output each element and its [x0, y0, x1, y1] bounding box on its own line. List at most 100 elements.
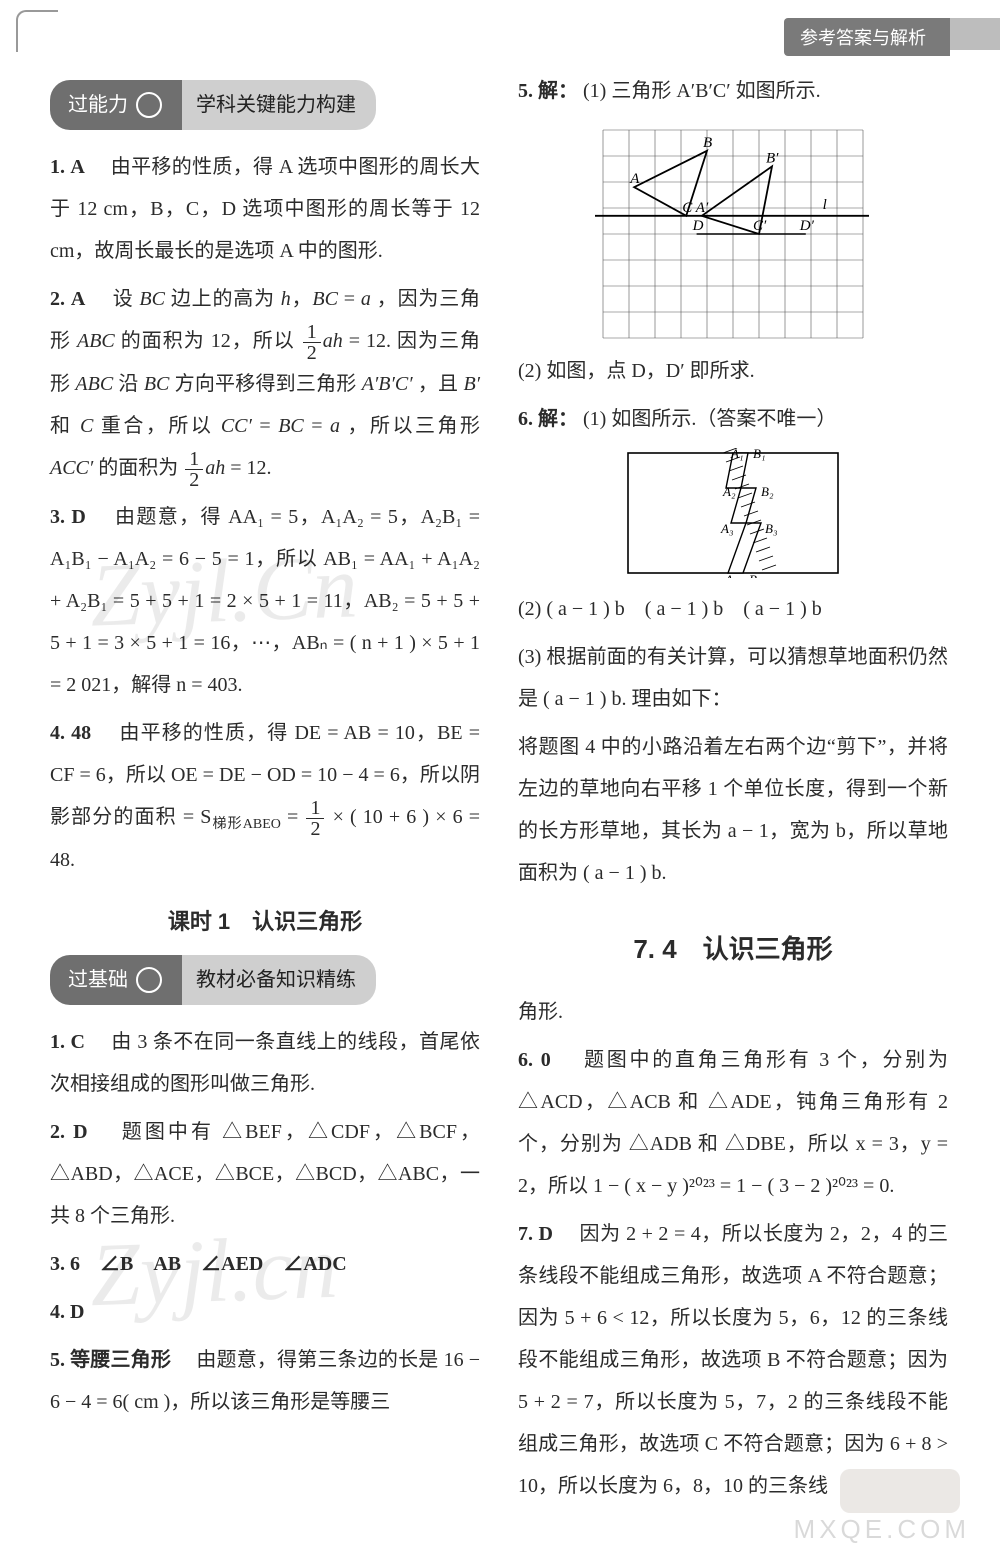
- b3-num: 3.: [50, 1253, 65, 1275]
- r-tail: 角形.: [518, 991, 948, 1033]
- q4-sub: 梯形ABEO: [211, 817, 281, 832]
- b2-num: 2.: [50, 1121, 65, 1143]
- q3-text: 由题意，得 AA₁ = 5，A₁A₂ = 5，A₂B₁ = A₁B₁ − A₁A…: [50, 506, 480, 696]
- q6-lead: 解：: [538, 408, 578, 430]
- footer-badge: [840, 1469, 960, 1513]
- q5: 5. 解： (1) 三角形 A′B′C′ 如图所示.: [518, 70, 948, 112]
- right-column: 5. 解： (1) 三角形 A′B′C′ 如图所示. ABCA′B′C′DD′l…: [518, 70, 948, 1513]
- svg-text:D: D: [692, 218, 704, 234]
- svg-text:B₄: B₄: [749, 572, 762, 578]
- b3-ans: 6 ∠B AB ∠AED ∠ADC: [70, 1253, 347, 1275]
- b5-ans: 等腰三角形: [70, 1349, 171, 1371]
- r6-num: 6.: [518, 1049, 533, 1071]
- footer-watermark: MXQE.COM: [794, 1514, 970, 1545]
- b1-num: 1.: [50, 1031, 65, 1053]
- b2-ans: D: [73, 1121, 87, 1143]
- q2-num: 2.: [50, 288, 65, 310]
- q6-p4: 将题图 4 中的小路沿着左右两个边“剪下”，并将左边的草地向右平移 1 个单位长…: [518, 726, 948, 894]
- q2-p1b: 边上的高为: [171, 288, 281, 310]
- q2-p2f: ，所以三角形: [348, 415, 481, 437]
- page: 参考答案与解析 Zyjl.Cn Zyjl.cn 过能力 学科关键能力构建 1. …: [0, 0, 1000, 1553]
- r6-text: 题图中的直角三角形有 3 个，分别为 △ACD，△ACB 和 △ADE，钝角三角…: [518, 1049, 948, 1197]
- pill-basic-left: 过基础: [68, 959, 128, 1001]
- q2: 2. A 设 BC 边上的高为 h，BC = a ，因为三角形 ABC 的面积为…: [50, 278, 480, 490]
- fr2t: 1: [185, 449, 203, 470]
- pill-ability: 过能力 学科关键能力构建: [50, 80, 480, 130]
- q4-p2: =: [287, 806, 304, 828]
- q1-text: 由平移的性质，得 A 选项中图形的周长大于 12 cm，B，C，D 选项中图形的…: [50, 156, 480, 262]
- q4fr-t: 1: [306, 798, 324, 819]
- svg-text:A′: A′: [695, 200, 709, 216]
- q2-p2e: 重合，所以: [101, 415, 221, 437]
- corner-decoration: [16, 10, 58, 52]
- q5-p1: (1) 三角形 A′B′C′ 如图所示.: [583, 80, 821, 102]
- svg-text:A₁: A₁: [730, 448, 743, 461]
- svg-text:A₂: A₂: [722, 484, 736, 499]
- b5-num: 5.: [50, 1349, 65, 1371]
- header-band: 参考答案与解析: [784, 18, 950, 56]
- svg-text:A₄: A₄: [724, 572, 738, 578]
- q6-p2: (2) ( a − 1 ) b ( a − 1 ) b ( a − 1 ) b: [518, 588, 948, 630]
- svg-text:B₃: B₃: [765, 521, 777, 536]
- q2-p2b: 方向平移得到三角形: [175, 373, 362, 395]
- q2-p3a: 的面积为: [98, 457, 178, 479]
- svg-text:C′: C′: [753, 218, 767, 234]
- svg-text:A₃: A₃: [720, 521, 733, 536]
- b1-text: 由 3 条不在同一条直线上的线段，首尾依次相接组成的图形叫做三角形.: [50, 1031, 480, 1095]
- svg-text:B′: B′: [766, 150, 779, 166]
- list-icon: [136, 967, 162, 993]
- q1-ans: A: [70, 156, 84, 178]
- b4-ans: D: [70, 1301, 84, 1323]
- q6-num: 6.: [518, 408, 533, 430]
- fr2b: 2: [185, 470, 203, 490]
- pill-basic-left-wrap: 过基础: [50, 955, 182, 1005]
- fr1b: 2: [303, 343, 321, 363]
- q5-grid-diagram: ABCA′B′C′DD′l: [593, 120, 873, 340]
- q4-ans: 48: [71, 722, 91, 744]
- q4-num: 4.: [50, 722, 65, 744]
- q2-p2d: 和: [50, 415, 80, 437]
- q2-ans: A: [71, 288, 85, 310]
- b4: 4. D: [50, 1291, 480, 1333]
- q4fr-b: 2: [306, 819, 324, 839]
- r7-num: 7.: [518, 1223, 533, 1245]
- header-brand-bg: [950, 18, 1000, 50]
- section-7-4: 7. 4 认识三角形: [518, 922, 948, 977]
- pill-ability-left: 过能力: [68, 84, 128, 126]
- q5-num: 5.: [518, 80, 533, 102]
- header-label: 参考答案与解析: [800, 28, 926, 48]
- q1-num: 1.: [50, 156, 65, 178]
- q2-p2a: 沿: [118, 373, 143, 395]
- q3-ans: D: [71, 506, 85, 528]
- q2-p1a: 设: [113, 288, 140, 310]
- r7: 7. D 因为 2 + 2 = 4，所以长度为 2，2，4 的三条线段不能组成三…: [518, 1213, 948, 1507]
- svg-text:A: A: [629, 171, 640, 187]
- svg-text:B₁: B₁: [753, 448, 765, 461]
- svg-text:C: C: [682, 200, 693, 216]
- q1: 1. A 由平移的性质，得 A 选项中图形的周长大于 12 cm，B，C，D 选…: [50, 146, 480, 272]
- b2: 2. D 题图中有 △BEF，△CDF，△BCF，△ABD，△ACE，△BCE，…: [50, 1111, 480, 1237]
- q5-p2: (2) 如图，点 D，D′ 即所求.: [518, 350, 948, 392]
- pill-basic: 过基础 教材必备知识精练: [50, 955, 480, 1005]
- svg-text:l: l: [823, 197, 827, 213]
- fr1t: 1: [303, 322, 321, 343]
- q2-p2c: ，且: [418, 373, 464, 395]
- q3: 3. D 由题意，得 AA₁ = 5，A₁A₂ = 5，A₂B₁ = A₁B₁ …: [50, 496, 480, 706]
- b1-ans: C: [70, 1031, 84, 1053]
- svg-text:B: B: [703, 135, 712, 151]
- q6-p1: (1) 如图所示.（答案不唯一）: [583, 408, 836, 430]
- pill-left: 过能力: [50, 80, 182, 130]
- q6-figure: A₁B₁A₂B₂A₃B₃A₄B₄: [623, 448, 843, 578]
- r7-ans: D: [539, 1223, 553, 1245]
- b1: 1. C 由 3 条不在同一条直线上的线段，首尾依次相接组成的图形叫做三角形.: [50, 1021, 480, 1105]
- q2-p3b: = 12.: [230, 457, 271, 479]
- pill-ability-right: 学科关键能力构建: [182, 80, 376, 130]
- q4: 4. 48 由平移的性质，得 DE = AB = 10，BE = CF = 6，…: [50, 712, 480, 881]
- b3: 3. 6 ∠B AB ∠AED ∠ADC: [50, 1243, 480, 1285]
- pill-basic-right: 教材必备知识精练: [182, 955, 376, 1005]
- b5: 5. 等腰三角形 由题意，得第三条边的长是 16 − 6 − 4 = 6( cm…: [50, 1339, 480, 1423]
- r6-ans: 0: [541, 1049, 551, 1071]
- q5-lead: 解：: [538, 80, 578, 102]
- q6: 6. 解： (1) 如图所示.（答案不唯一）: [518, 398, 948, 440]
- r7-text: 因为 2 + 2 = 4，所以长度为 2，2，4 的三条线段不能组成三角形，故选…: [518, 1223, 948, 1497]
